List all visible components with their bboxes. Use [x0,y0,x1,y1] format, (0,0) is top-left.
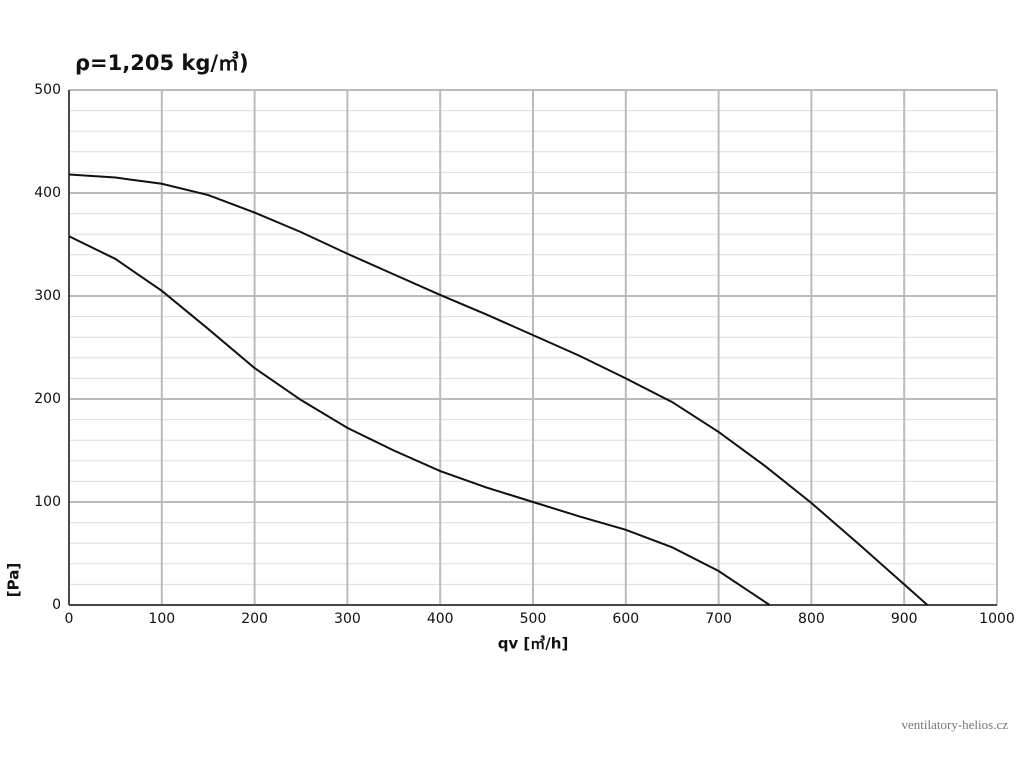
x-tick-label: 600 [612,611,639,627]
y-tick-label: 300 [34,288,61,304]
x-tick-label: 0 [65,611,74,627]
x-axis-label: qv [㎥/h] [498,635,569,653]
x-tick-label: 800 [798,611,825,627]
y-tick-label: 400 [34,185,61,201]
x-tick-label: 200 [241,611,268,627]
x-tick-label: 500 [520,611,547,627]
y-tick-label: 500 [34,82,61,98]
chart-title: ρ=1,205 kg/㎥) [75,51,249,75]
x-tick-label: 900 [891,611,918,627]
x-tick-label: 700 [705,611,732,627]
x-tick-label: 1000 [979,611,1015,627]
line-series [68,173,929,606]
y-tick-label: 200 [34,391,61,407]
y-tick-label: 100 [34,494,61,510]
x-tick-label: 100 [148,611,175,627]
watermark: ventilatory-helios.cz [902,717,1009,732]
x-tick-label: 300 [334,611,361,627]
x-tick-label: 400 [427,611,454,627]
line-series [68,235,771,606]
y-tick-label: 0 [52,597,61,613]
y-axis-label: [Pa] [5,563,23,597]
